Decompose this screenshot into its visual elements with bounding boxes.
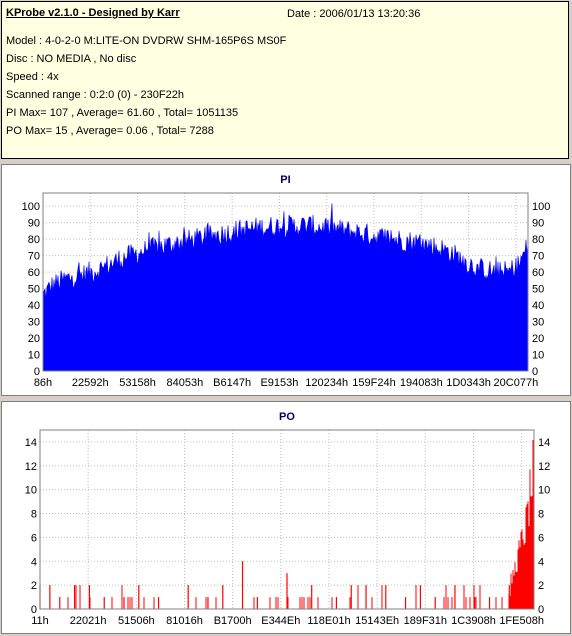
pi-xtick-label: 84053h [167, 377, 204, 389]
pi-ytick-left: 50 [28, 284, 40, 296]
po-ytick-right: 2 [538, 580, 544, 592]
po-ytick-left: 6 [31, 532, 37, 544]
range-line: Scanned range : 0:2:0 (0) - 230F22h [6, 89, 184, 101]
po-plot-frame [39, 429, 535, 610]
po-xtick-label: 81016h [166, 615, 203, 627]
po-ytick-left: 12 [25, 461, 37, 473]
pi-xtick-label: 120234h [305, 377, 348, 389]
scan-date: Date : 2006/01/13 13:20:36 [287, 8, 421, 20]
po-chart-panel: PO 0 0 2 2 4 4 6 6 8 8 10 10 12 12 14 14 11h 22021h 51506h 8… [1, 401, 571, 634]
info-panel: KProbe v2.1.0 - Designed by Karr Date : … [1, 1, 569, 159]
pi-ytick-right: 80 [532, 234, 544, 246]
pi-chart-title: PI [280, 174, 290, 186]
po-ytick-right: 4 [538, 556, 544, 568]
pi-ytick-left: 30 [28, 317, 40, 329]
pi-ytick-right: 90 [532, 218, 544, 230]
pi-xtick-label: 194083h [400, 377, 443, 389]
pi-ytick-right: 100 [532, 201, 550, 213]
po-ytick-left: 10 [25, 485, 37, 497]
pi-series [42, 203, 529, 372]
po-ytick-left: 2 [31, 580, 37, 592]
po-ytick-right: 14 [538, 437, 550, 449]
pi-xtick-label: 1D0343h [446, 377, 491, 389]
pi-ytick-right: 10 [532, 350, 544, 362]
po-ytick-left: 14 [25, 437, 37, 449]
po-chart-title: PO [279, 411, 295, 423]
po-series [39, 432, 535, 609]
po-xtick-label: 22021h [70, 615, 107, 627]
pi-ytick-right: 30 [532, 317, 544, 329]
pi-stats-line: PI Max= 107 , Average= 61.60 , Total= 10… [6, 107, 239, 119]
pi-ytick-right: 40 [532, 300, 544, 312]
pi-ytick-right: 70 [532, 251, 544, 263]
pi-ytick-left: 70 [28, 251, 40, 263]
po-ytick-right: 6 [538, 532, 544, 544]
pi-xtick-label: 22592h [72, 377, 109, 389]
pi-xtick-label: 20C077h [494, 377, 539, 389]
pi-xtick-label: 159F24h [352, 377, 395, 389]
pi-ytick-right: 60 [532, 267, 544, 279]
pi-chart-panel: PI 0 0 10 10 20 20 30 30 40 40 50 50 60 60 70 70 80 80 90 90… [1, 164, 571, 396]
speed-line: Speed : 4x [6, 71, 59, 83]
po-xtick-label: 1C3908h [451, 615, 496, 627]
pi-xtick-label: 86h [34, 377, 52, 389]
po-ytick-right: 0 [538, 604, 544, 616]
po-xtick-label: E344Eh [261, 615, 300, 627]
disc-line: Disc : NO MEDIA , No disc [6, 53, 137, 65]
po-ytick-right: 10 [538, 485, 550, 497]
po-xtick-label: 118E01h [307, 615, 350, 627]
pi-xtick-label: 53158h [119, 377, 156, 389]
po-ytick-right: 8 [538, 509, 544, 521]
po-stats-line: PO Max= 15 , Average= 0.06 , Total= 7288 [6, 125, 214, 137]
model-line: Model : 4-0-2-0 M:LITE-ON DVDRW SHM-165P… [6, 35, 287, 47]
pi-ytick-left: 100 [22, 201, 40, 213]
pi-chart: PI 0 0 10 10 20 20 30 30 40 40 50 50 60 60 70 70 80 80 90 90… [22, 174, 551, 389]
po-xtick-label: B1700h [214, 615, 252, 627]
pi-ytick-left: 60 [28, 267, 40, 279]
po-xtick-label: 11h [31, 615, 49, 627]
pi-ytick-right: 0 [532, 366, 538, 378]
po-xtick-label: 15143Eh [355, 615, 399, 627]
pi-ytick-left: 0 [34, 366, 40, 378]
pi-ytick-left: 40 [28, 300, 40, 312]
pi-ytick-left: 80 [28, 234, 40, 246]
pi-xtick-label: E9153h [260, 377, 298, 389]
po-chart: PO 0 0 2 2 4 4 6 6 8 8 10 10 12 12 14 14 11h 22021h 51506h 8… [25, 411, 551, 627]
pi-ytick-right: 50 [532, 284, 544, 296]
po-ytick-left: 8 [31, 509, 37, 521]
pi-ytick-right: 20 [532, 333, 544, 345]
pi-ytick-left: 90 [28, 218, 40, 230]
pi-ytick-left: 20 [28, 333, 40, 345]
po-ytick-right: 12 [538, 461, 550, 473]
pi-plot-frame [42, 192, 529, 372]
po-xtick-label: 51506h [118, 615, 155, 627]
app-title: KProbe v2.1.0 - Designed by Karr [6, 7, 180, 19]
po-ytick-left: 0 [31, 604, 37, 616]
po-xtick-label: 1FE508h [499, 615, 544, 627]
pi-xtick-label: B6147h [213, 377, 251, 389]
pi-ytick-left: 10 [28, 350, 40, 362]
po-xtick-label: 189F31h [404, 615, 447, 627]
po-ytick-left: 4 [31, 556, 37, 568]
